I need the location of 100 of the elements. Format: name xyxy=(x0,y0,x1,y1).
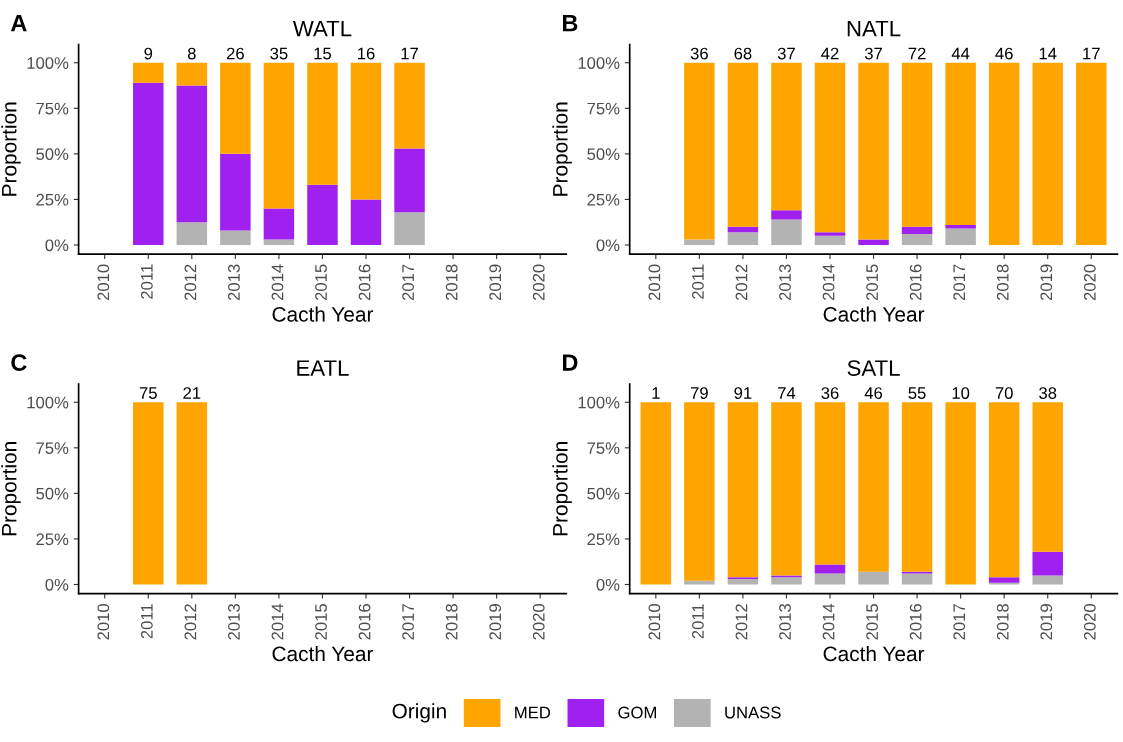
y-tick-label: 50% xyxy=(36,487,69,500)
x-tick-label: 2011 xyxy=(140,604,153,639)
y-tick-label: 50% xyxy=(587,148,620,161)
bar xyxy=(727,402,759,578)
x-tick-label: 2020 xyxy=(532,264,545,301)
bar xyxy=(1032,62,1063,245)
bar xyxy=(263,239,295,245)
x-tick-label: 2020 xyxy=(532,603,545,640)
bar xyxy=(988,577,1020,583)
annotation: 17 xyxy=(401,47,418,60)
x-tick-label: 2012 xyxy=(735,264,748,301)
x-tick-label: 2020 xyxy=(1083,264,1096,301)
x-tick-label: 2013 xyxy=(228,604,240,640)
bar xyxy=(814,232,846,236)
text: C xyxy=(11,354,27,371)
y-tick-label: 0% xyxy=(596,239,620,252)
legend-label: UNASS xyxy=(725,706,781,719)
x-tick-label: 2013 xyxy=(228,264,240,301)
bar xyxy=(394,62,425,149)
bar xyxy=(133,62,164,83)
x-tick-label: 2015 xyxy=(866,264,879,301)
bar xyxy=(771,219,802,245)
legend-label: MED xyxy=(515,706,551,719)
text: D xyxy=(563,354,578,371)
bar xyxy=(727,62,759,227)
bar xyxy=(1032,575,1063,585)
y-tick-label: 0% xyxy=(45,239,69,252)
annotation: 68 xyxy=(734,47,752,60)
bar xyxy=(727,232,759,245)
x-tick-label: 2010 xyxy=(648,264,661,301)
y-tick-label: 25% xyxy=(36,193,69,206)
y-tick-label: 50% xyxy=(36,148,69,161)
bar xyxy=(858,62,889,240)
chart-title: EATL xyxy=(297,360,349,376)
chart-title: NATL xyxy=(847,20,901,37)
x-axis-title: Cacth Year xyxy=(823,645,925,662)
annotation: 55 xyxy=(908,387,926,399)
x-tick-label: 2017 xyxy=(402,604,415,640)
bar xyxy=(1032,402,1063,552)
annotation: 42 xyxy=(821,47,839,60)
annotation: 14 xyxy=(1039,47,1057,60)
bar xyxy=(727,226,759,233)
annotation: 46 xyxy=(864,387,883,399)
y-tick-label: 25% xyxy=(587,193,620,206)
x-tick-label: 2016 xyxy=(358,604,371,640)
annotation: 16 xyxy=(358,47,375,60)
annotation: 79 xyxy=(690,387,708,399)
bar xyxy=(901,402,933,572)
bar xyxy=(220,153,251,231)
y-tick-label: 75% xyxy=(36,442,69,455)
text: B xyxy=(563,14,578,32)
y-axis-title: Proportion xyxy=(552,442,572,536)
annotation: 26 xyxy=(226,47,244,60)
bar xyxy=(771,402,802,576)
annotation: 91 xyxy=(734,387,752,399)
bar xyxy=(640,402,672,585)
bar xyxy=(176,85,208,223)
annotation: 21 xyxy=(183,387,201,399)
x-tick-label: 2016 xyxy=(358,264,371,301)
x-tick-label: 2017 xyxy=(953,264,966,301)
x-tick-label: 2011 xyxy=(692,604,704,639)
bar xyxy=(727,579,759,585)
legend-title: Origin xyxy=(392,703,446,723)
y-tick-label: 75% xyxy=(36,102,69,115)
bar xyxy=(858,239,889,245)
annotation: 10 xyxy=(952,387,970,399)
x-tick-label: 2018 xyxy=(445,604,458,640)
x-tick-label: 2018 xyxy=(996,264,1009,301)
annotation: 70 xyxy=(995,387,1013,399)
bar xyxy=(901,573,933,585)
bar xyxy=(220,230,251,245)
y-tick-label: 0% xyxy=(596,578,620,591)
x-tick-label: 2010 xyxy=(97,264,110,301)
x-tick-label: 2014 xyxy=(271,264,284,301)
x-tick-label: 2015 xyxy=(315,604,327,640)
annotation: 37 xyxy=(777,47,795,60)
bar xyxy=(176,222,208,245)
x-tick-label: 2016 xyxy=(909,604,922,640)
bar xyxy=(945,402,976,585)
annotation: 44 xyxy=(951,47,970,60)
x-tick-label: 2011 xyxy=(692,264,704,299)
annotation: 8 xyxy=(187,47,196,60)
annotation: 75 xyxy=(139,387,157,399)
x-tick-label: 2018 xyxy=(996,604,1009,640)
bar xyxy=(901,234,933,245)
x-tick-label: 2014 xyxy=(271,603,284,640)
x-tick-label: 2018 xyxy=(445,264,458,301)
x-tick-label: 2016 xyxy=(909,264,922,301)
x-tick-label: 2012 xyxy=(735,604,748,640)
bar xyxy=(1032,551,1063,576)
x-tick-label: 2019 xyxy=(1040,264,1053,301)
bar xyxy=(814,402,846,565)
annotation: 37 xyxy=(864,47,882,60)
x-tick-label: 2020 xyxy=(1083,603,1096,640)
bar xyxy=(133,82,164,245)
y-tick-label: 0% xyxy=(45,578,69,591)
annotation: 36 xyxy=(690,47,708,60)
y-tick-label: 25% xyxy=(36,533,69,546)
x-tick-label: 2013 xyxy=(779,604,791,640)
bar xyxy=(814,62,846,233)
